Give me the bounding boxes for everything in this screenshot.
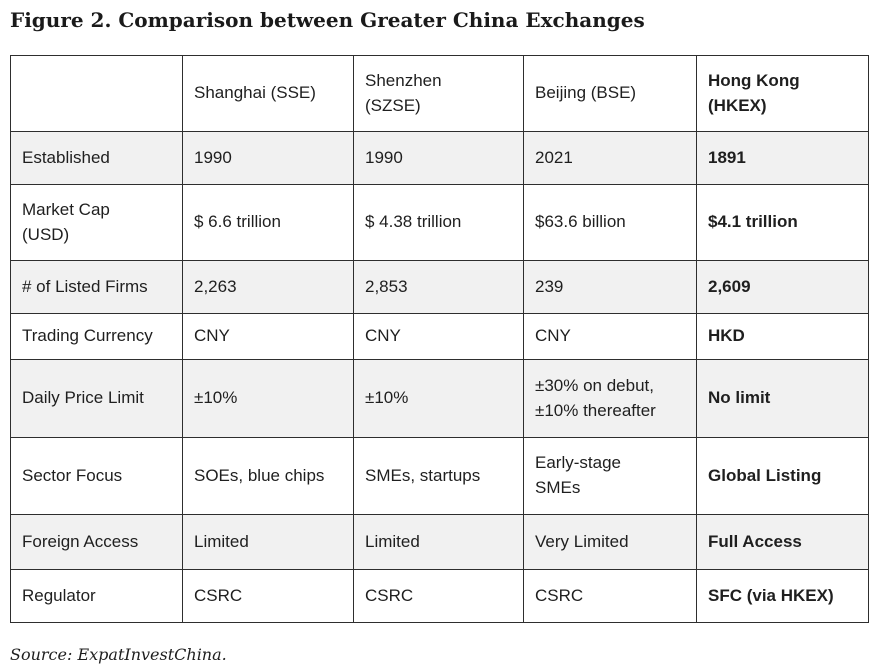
cell: Very Limited: [523, 514, 697, 570]
cell: 2,853: [353, 260, 524, 314]
column-header: Shanghai (SSE): [182, 55, 354, 132]
cell: CNY: [182, 313, 354, 360]
table-row: Foreign Access Limited Limited Very Limited…: [10, 514, 869, 570]
column-header: Beijing (BSE): [523, 55, 697, 132]
table-row: Established 1990 1990 2021 1891: [10, 131, 869, 185]
cell: 1990: [182, 131, 354, 185]
cell: Limited: [182, 514, 354, 570]
table-row: Regulator CSRC CSRC CSRC SFC (via HKEX): [10, 569, 869, 623]
cell: CSRC: [182, 569, 354, 623]
row-label: Trading Currency: [10, 313, 183, 360]
source-note: Source: ExpatInvestChina.: [10, 645, 227, 664]
table-row: # of Listed Firms 2,263 2,853 239 2,609: [10, 260, 869, 314]
cell: Full Access: [696, 514, 869, 570]
cell: Limited: [353, 514, 524, 570]
cell: SMEs, startups: [353, 437, 524, 515]
cell: $63.6 billion: [523, 184, 697, 261]
cell: $4.1 trillion: [696, 184, 869, 261]
cell: 2,609: [696, 260, 869, 314]
cell: CNY: [523, 313, 697, 360]
cell: 239: [523, 260, 697, 314]
cell: Early-stage SMEs: [523, 437, 697, 515]
cell: $ 4.38 trillion: [353, 184, 524, 261]
cell: SFC (via HKEX): [696, 569, 869, 623]
figure-title: Figure 2. Comparison between Greater Chi…: [10, 8, 645, 32]
row-label: Established: [10, 131, 183, 185]
cell: ±10%: [182, 359, 354, 438]
cell: CNY: [353, 313, 524, 360]
table-row: Trading Currency CNY CNY CNY HKD: [10, 313, 869, 360]
table-row: Daily Price Limit ±10% ±10% ±30% on debut, …: [10, 359, 869, 438]
corner-cell: [10, 55, 183, 132]
cell: 1891: [696, 131, 869, 185]
table-row: Sector Focus SOEs, blue chips SMEs, startu…: [10, 437, 869, 515]
cell: ±30% on debut, ±10% thereafter: [523, 359, 697, 438]
column-header: Hong Kong (HKEX): [696, 55, 869, 132]
cell: SOEs, blue chips: [182, 437, 354, 515]
cell: 2,263: [182, 260, 354, 314]
cell: ±10%: [353, 359, 524, 438]
cell: CSRC: [523, 569, 697, 623]
row-label: Sector Focus: [10, 437, 183, 515]
row-label: Regulator: [10, 569, 183, 623]
table-row: Market Cap (USD) $ 6.6 trillion $ 4.38 tri…: [10, 184, 869, 261]
cell: CSRC: [353, 569, 524, 623]
cell: 2021: [523, 131, 697, 185]
exchange-comparison-table: Shanghai (SSE) Shenzhen (SZSE) Beijing (BS…: [10, 55, 869, 623]
row-label: Daily Price Limit: [10, 359, 183, 438]
cell: HKD: [696, 313, 869, 360]
table-body: Established 1990 1990 2021 1891 Market Cap (U…: [10, 131, 869, 623]
row-label: # of Listed Firms: [10, 260, 183, 314]
column-header: Shenzhen (SZSE): [353, 55, 524, 132]
row-label: Market Cap (USD): [10, 184, 183, 261]
cell: Global Listing: [696, 437, 869, 515]
header-row: Shanghai (SSE) Shenzhen (SZSE) Beijing (BS…: [10, 55, 869, 132]
cell: No limit: [696, 359, 869, 438]
row-label: Foreign Access: [10, 514, 183, 570]
cell: $ 6.6 trillion: [182, 184, 354, 261]
cell: 1990: [353, 131, 524, 185]
